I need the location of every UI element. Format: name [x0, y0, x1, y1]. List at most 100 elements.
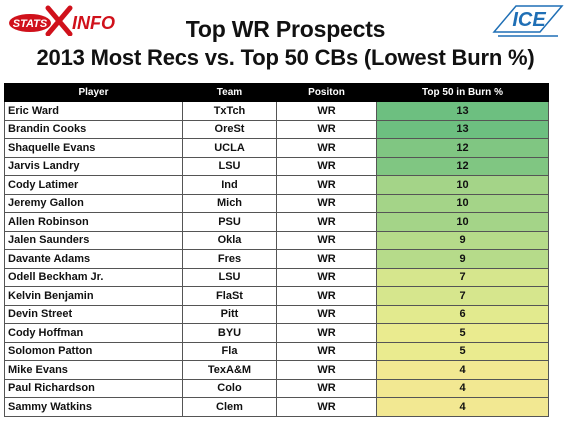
- team-cell: Okla: [182, 230, 277, 250]
- team-cell: Fres: [182, 249, 277, 269]
- stats-logo-oval: [9, 14, 51, 32]
- position-cell: WR: [276, 119, 377, 139]
- col-header-burn: Top 50 in Burn %: [376, 83, 549, 102]
- team-cell: LSU: [182, 156, 277, 176]
- team-cell: Colo: [182, 378, 277, 398]
- table-row: Jalen Saunders Okla WR 9: [4, 230, 549, 250]
- table-row: Solomon Patton Fla WR 5: [4, 341, 549, 361]
- burn-value-cell: 9: [376, 249, 549, 269]
- position-cell: WR: [276, 230, 377, 250]
- ice-logo: ICE: [492, 5, 564, 37]
- player-cell: Eric Ward: [4, 101, 183, 121]
- player-cell: Cody Latimer: [4, 175, 183, 195]
- player-cell: Shaquelle Evans: [4, 138, 183, 158]
- team-cell: LSU: [182, 267, 277, 287]
- player-cell: Mike Evans: [4, 360, 183, 380]
- table-row: Sammy Watkins Clem WR 4: [4, 397, 549, 417]
- burn-value-cell: 10: [376, 212, 549, 232]
- burn-value-cell: 4: [376, 397, 549, 417]
- team-cell: TxTch: [182, 101, 277, 121]
- team-cell: Pitt: [182, 304, 277, 324]
- table-row: Devin Street Pitt WR 6: [4, 304, 549, 324]
- burn-value-cell: 13: [376, 119, 549, 139]
- team-cell: PSU: [182, 212, 277, 232]
- table-row: Jarvis Landry LSU WR 12: [4, 156, 549, 176]
- player-cell: Brandin Cooks: [4, 119, 183, 139]
- burn-value-cell: 5: [376, 341, 549, 361]
- team-cell: TexA&M: [182, 360, 277, 380]
- team-cell: Ind: [182, 175, 277, 195]
- burn-value-cell: 12: [376, 156, 549, 176]
- team-cell: Fla: [182, 341, 277, 361]
- player-cell: Kelvin Benjamin: [4, 286, 183, 306]
- burn-value-cell: 13: [376, 101, 549, 121]
- player-cell: Cody Hoffman: [4, 323, 183, 343]
- position-cell: WR: [276, 397, 377, 417]
- stats-logo-text: STATS: [13, 18, 48, 30]
- col-header-position: Positon: [276, 83, 377, 102]
- table-row: Davante Adams Fres WR 9: [4, 249, 549, 269]
- wr-prospects-table: Player Team Positon Top 50 in Burn % Eri…: [4, 83, 549, 417]
- position-cell: WR: [276, 323, 377, 343]
- player-cell: Jeremy Gallon: [4, 193, 183, 213]
- position-cell: WR: [276, 341, 377, 361]
- ice-logo-text: ICE: [512, 9, 546, 31]
- table-row: Cody Hoffman BYU WR 5: [4, 323, 549, 343]
- position-cell: WR: [276, 304, 377, 324]
- table-row: Cody Latimer Ind WR 10: [4, 175, 549, 195]
- table-row: Shaquelle Evans UCLA WR 12: [4, 138, 549, 158]
- position-cell: WR: [276, 193, 377, 213]
- team-cell: Mich: [182, 193, 277, 213]
- col-header-team: Team: [182, 83, 277, 102]
- team-cell: Clem: [182, 397, 277, 417]
- burn-value-cell: 10: [376, 175, 549, 195]
- table-row: Odell Beckham Jr. LSU WR 7: [4, 267, 549, 287]
- player-cell: Odell Beckham Jr.: [4, 267, 183, 287]
- x-mark-icon: [45, 5, 73, 36]
- table-row: Paul Richardson Colo WR 4: [4, 378, 549, 398]
- table-row: Jeremy Gallon Mich WR 10: [4, 193, 549, 213]
- col-header-player: Player: [4, 83, 183, 102]
- burn-value-cell: 9: [376, 230, 549, 250]
- player-cell: Jalen Saunders: [4, 230, 183, 250]
- position-cell: WR: [276, 360, 377, 380]
- info-logo-text: INFO: [72, 13, 115, 33]
- position-cell: WR: [276, 267, 377, 287]
- position-cell: WR: [276, 249, 377, 269]
- burn-value-cell: 10: [376, 193, 549, 213]
- position-cell: WR: [276, 156, 377, 176]
- table-row: Allen Robinson PSU WR 10: [4, 212, 549, 232]
- player-cell: Sammy Watkins: [4, 397, 183, 417]
- burn-value-cell: 7: [376, 286, 549, 306]
- position-cell: WR: [276, 286, 377, 306]
- player-cell: Solomon Patton: [4, 341, 183, 361]
- player-cell: Davante Adams: [4, 249, 183, 269]
- team-cell: UCLA: [182, 138, 277, 158]
- team-cell: FlaSt: [182, 286, 277, 306]
- player-cell: Allen Robinson: [4, 212, 183, 232]
- player-cell: Jarvis Landry: [4, 156, 183, 176]
- position-cell: WR: [276, 101, 377, 121]
- team-cell: OreSt: [182, 119, 277, 139]
- burn-value-cell: 7: [376, 267, 549, 287]
- team-cell: BYU: [182, 323, 277, 343]
- burn-value-cell: 4: [376, 378, 549, 398]
- ice-logo-swoosh: [492, 5, 564, 33]
- table-row: Kelvin Benjamin FlaSt WR 7: [4, 286, 549, 306]
- stats-info-logo: STATS INFO: [9, 5, 115, 36]
- table-header-row: Player Team Positon Top 50 in Burn %: [4, 83, 549, 102]
- page-subtitle: 2013 Most Recs vs. Top 50 CBs (Lowest Bu…: [36, 45, 535, 70]
- position-cell: WR: [276, 212, 377, 232]
- table-row: Brandin Cooks OreSt WR 13: [4, 119, 549, 139]
- position-cell: WR: [276, 138, 377, 158]
- burn-value-cell: 6: [376, 304, 549, 324]
- table-row: Mike Evans TexA&M WR 4: [4, 360, 549, 380]
- position-cell: WR: [276, 175, 377, 195]
- burn-value-cell: 4: [376, 360, 549, 380]
- position-cell: WR: [276, 378, 377, 398]
- table-row: Eric Ward TxTch WR 13: [4, 101, 549, 121]
- page-title: Top WR Prospects: [185, 16, 386, 42]
- burn-value-cell: 12: [376, 138, 549, 158]
- player-cell: Paul Richardson: [4, 378, 183, 398]
- player-cell: Devin Street: [4, 304, 183, 324]
